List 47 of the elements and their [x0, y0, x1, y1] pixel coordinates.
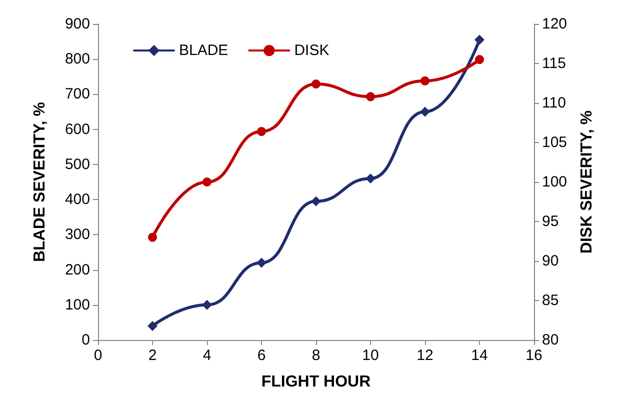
y-tick-label: 700 — [64, 86, 90, 103]
y2-tick-label: 100 — [542, 174, 568, 190]
y2-axis-title: DISK SEVERITY, % — [578, 110, 596, 254]
point — [148, 232, 157, 242]
y-tick-label: 200 — [64, 261, 90, 278]
point — [148, 320, 158, 331]
point — [311, 196, 321, 206]
y2-tick-label: 85 — [542, 292, 559, 309]
y-tick-label: 500 — [64, 156, 90, 173]
point — [202, 178, 212, 186]
x-tick-label: 8 — [312, 347, 320, 364]
point — [256, 258, 266, 268]
point — [312, 80, 320, 89]
y-tick-label: 800 — [64, 50, 90, 68]
x-tick-label: 16 — [526, 347, 542, 364]
point — [475, 55, 484, 64]
point — [420, 106, 430, 117]
point — [366, 92, 375, 102]
y-tick-label: 400 — [64, 191, 90, 208]
x-tick-label: 6 — [257, 347, 266, 364]
y2-tick-label: 105 — [542, 134, 568, 151]
point — [366, 173, 376, 184]
y2-tick-label: 95 — [542, 213, 559, 230]
x-tick-label: 4 — [202, 347, 212, 364]
y-tick-label: 300 — [64, 226, 90, 244]
y2-tick-label: 80 — [542, 332, 559, 348]
point — [202, 300, 212, 310]
y2-tick-label: 110 — [542, 94, 566, 112]
legend-label: DISK — [294, 42, 330, 59]
y-tick-label: 0 — [82, 332, 90, 348]
point — [257, 126, 266, 136]
x-axis-title: FLIGHT HOUR — [261, 374, 372, 390]
point — [420, 76, 430, 86]
y-tick-label: 100 — [64, 296, 90, 314]
x-tick-label: 14 — [471, 347, 488, 364]
x-tick-label: 12 — [416, 347, 434, 364]
x-tick-label: 2 — [148, 347, 157, 364]
y2-tick-label: 90 — [542, 252, 559, 270]
x-tick-label: 0 — [94, 347, 102, 364]
point — [474, 34, 484, 45]
y2-tick-label: 120 — [542, 16, 568, 32]
x-tick-label: 10 — [362, 347, 379, 364]
y-axis-title: BLADE SEVERITY, % — [32, 102, 48, 262]
legend-label: BLADE — [179, 42, 228, 59]
y-tick-label: 900 — [64, 16, 90, 32]
y2-tick-label: 115 — [542, 55, 566, 72]
y-tick-label: 600 — [64, 120, 90, 138]
